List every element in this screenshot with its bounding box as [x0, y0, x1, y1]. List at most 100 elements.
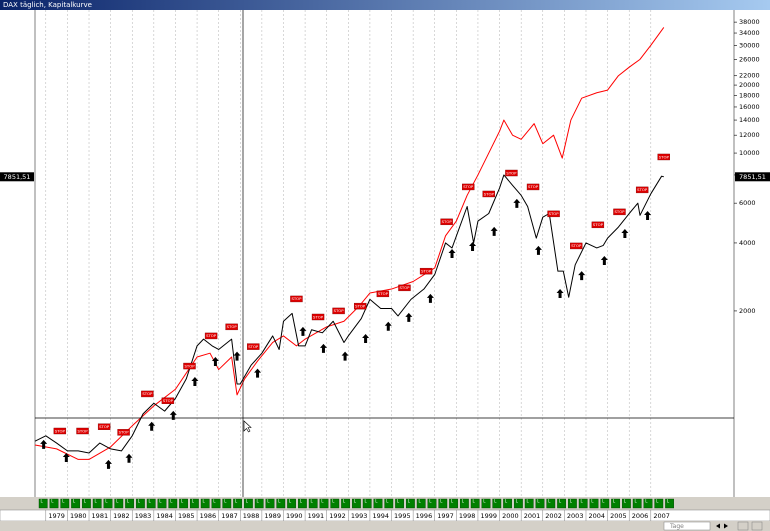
- position-label: L: [429, 499, 432, 504]
- x-tick-label: 1982: [113, 512, 130, 520]
- chart-type-button[interactable]: [751, 521, 763, 531]
- stop-label: STOP: [184, 363, 195, 368]
- x-tick-label: 2002: [545, 512, 562, 520]
- position-block: [384, 498, 394, 509]
- position-block: [222, 498, 232, 509]
- buy-arrow: [469, 241, 477, 251]
- position-label: L: [375, 499, 378, 504]
- buy-arrow: [644, 210, 652, 220]
- stop-label: STOP: [206, 333, 217, 338]
- position-label: L: [289, 499, 292, 504]
- x-tick-label: 1990: [286, 512, 303, 520]
- buy-arrow: [319, 343, 327, 353]
- stop-tag: [526, 183, 540, 191]
- position-label: L: [257, 499, 260, 504]
- y-tick-label: 22000: [739, 72, 760, 80]
- position-block: [308, 498, 318, 509]
- stop-tag: [613, 208, 626, 216]
- buy-arrow: [362, 334, 370, 344]
- x-tick-label: 1983: [135, 512, 152, 520]
- position-block: [622, 498, 631, 509]
- position-block: [157, 498, 167, 509]
- stop-label: STOP: [593, 222, 604, 227]
- y-tick-label: 6000: [739, 199, 756, 207]
- x-tick-label: 1988: [243, 512, 260, 520]
- zoom-button[interactable]: [737, 521, 749, 531]
- position-label: L: [332, 499, 335, 504]
- position-block: [665, 498, 675, 509]
- buy-arrow: [534, 245, 542, 255]
- stop-label: STOP: [291, 296, 302, 301]
- position-block: [568, 498, 577, 509]
- position-block: [438, 498, 448, 509]
- x-tick-label: 1985: [178, 512, 195, 520]
- position-label: L: [451, 499, 454, 504]
- stop-tag: [635, 186, 649, 194]
- position-block: [49, 498, 59, 509]
- position-block: [81, 498, 91, 509]
- x-tick-label: 1991: [308, 512, 325, 520]
- position-label: L: [213, 499, 216, 504]
- position-label: L: [602, 499, 605, 504]
- position-block: [632, 498, 642, 509]
- buy-arrow: [600, 256, 608, 266]
- stop-tag: [76, 427, 89, 435]
- position-label: L: [73, 499, 76, 504]
- position-label: L: [624, 499, 627, 504]
- scroll-arrows[interactable]: [716, 523, 728, 529]
- position-label: L: [149, 499, 152, 504]
- stop-label: STOP: [528, 184, 539, 189]
- y-tick-label: 34000: [739, 29, 760, 37]
- position-label: L: [235, 499, 238, 504]
- position-label: L: [365, 499, 368, 504]
- x-tick-label: 2007: [653, 512, 670, 520]
- last-value-label: 7851,51: [739, 173, 766, 181]
- last-value-box: [0, 172, 34, 182]
- position-label: L: [267, 499, 270, 504]
- stop-tag: [398, 284, 411, 292]
- position-label: L: [613, 499, 616, 504]
- position-label: L: [95, 499, 98, 504]
- position-label: L: [127, 499, 130, 504]
- buy-arrow: [211, 357, 219, 367]
- stop-tag: [353, 302, 367, 310]
- position-label: L: [462, 499, 465, 504]
- stop-label: STOP: [163, 398, 174, 403]
- position-block: [60, 498, 70, 509]
- position-block: [341, 498, 350, 509]
- x-tick-label: 2004: [589, 512, 606, 520]
- last-value-box: [735, 172, 770, 182]
- x-tick-label: 1981: [92, 512, 109, 520]
- stop-tag: [547, 210, 560, 218]
- position-label: L: [321, 499, 324, 504]
- period-select[interactable]: [663, 521, 711, 531]
- position-label: L: [397, 499, 400, 504]
- stop-tag: [376, 290, 390, 298]
- position-label: L: [105, 499, 108, 504]
- position-label: L: [41, 499, 44, 504]
- stop-tag: [462, 183, 475, 191]
- position-label: L: [656, 499, 659, 504]
- position-label: L: [559, 499, 562, 504]
- stop-tag: [440, 218, 453, 226]
- stop-label: STOP: [78, 428, 89, 433]
- position-label: L: [51, 499, 54, 504]
- y-tick-label: 38000: [739, 18, 760, 26]
- x-tick-label: 1999: [480, 512, 497, 520]
- position-label: L: [278, 499, 281, 504]
- buy-arrow: [104, 459, 112, 469]
- position-block: [243, 498, 253, 509]
- period-select-text: Tage: [669, 523, 684, 530]
- buy-arrow: [341, 351, 349, 361]
- x-tick-label: 2005: [610, 512, 627, 520]
- buy-arrow: [513, 198, 521, 208]
- buy-arrow: [556, 289, 564, 299]
- buy-arrow: [169, 410, 177, 420]
- stop-label: STOP: [55, 428, 66, 433]
- position-label: L: [343, 499, 346, 504]
- stop-tag: [117, 429, 130, 436]
- stop-tag: [225, 323, 238, 331]
- plot-background: [0, 10, 770, 497]
- buy-arrow: [578, 271, 586, 281]
- y-tick-label: 10000: [739, 149, 760, 157]
